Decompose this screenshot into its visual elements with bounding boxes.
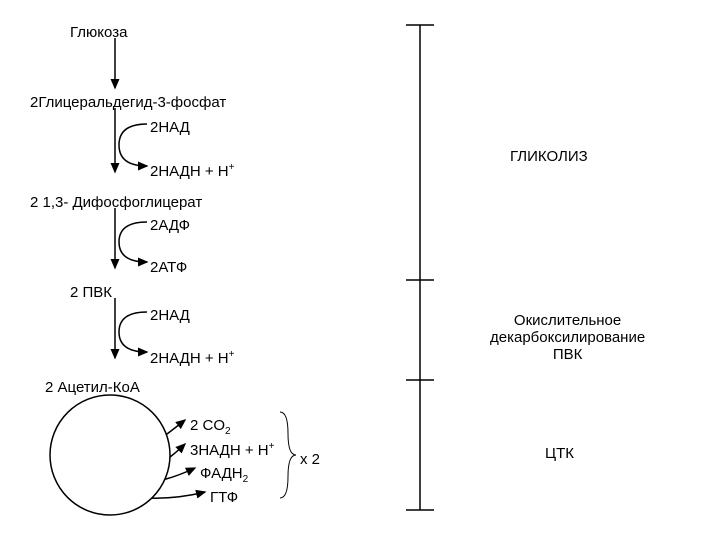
svg-layer [0,0,714,536]
node-nad1: 2НАД [150,120,190,135]
node-gtp: ГТФ [210,490,238,505]
node-glucose: Глюкоза [70,25,127,40]
node-atp: 2АТФ [150,260,187,275]
cycle-circle [50,395,170,515]
node-nadh3: 3НАДН + Н+ [190,442,274,458]
node-acoa: 2 Ацетил-КоА [45,380,140,395]
node-nadh1: 2НАДН + Н+ [150,163,234,179]
node-fadh2: ФАДН2 [200,466,248,485]
phase-glycolysis: ГЛИКОЛИЗ [510,148,588,165]
node-co2: 2 CO2 [190,418,231,437]
node-pvk: 2 ПВК [70,285,112,300]
phase-bracket [406,25,434,510]
node-g3p: 2Глицеральдегид-3-фосфат [30,95,226,110]
node-nad2: 2НАД [150,308,190,323]
node-bpg: 2 1,3- Дифосфоглицерат [30,195,202,210]
side-curves [119,124,147,352]
metabolism-diagram: { "canvas": { "width": 714, "height": 53… [0,0,714,536]
phase-oxdecarb: ОкислительноедекарбоксилированиеПВК [490,312,645,363]
node-adp: 2АДФ [150,218,190,233]
phase-tca: ЦТК [545,445,574,462]
brace-x2 [280,412,296,498]
node-nadh2: 2НАДН + Н+ [150,350,234,366]
label-x2: x 2 [300,452,320,467]
